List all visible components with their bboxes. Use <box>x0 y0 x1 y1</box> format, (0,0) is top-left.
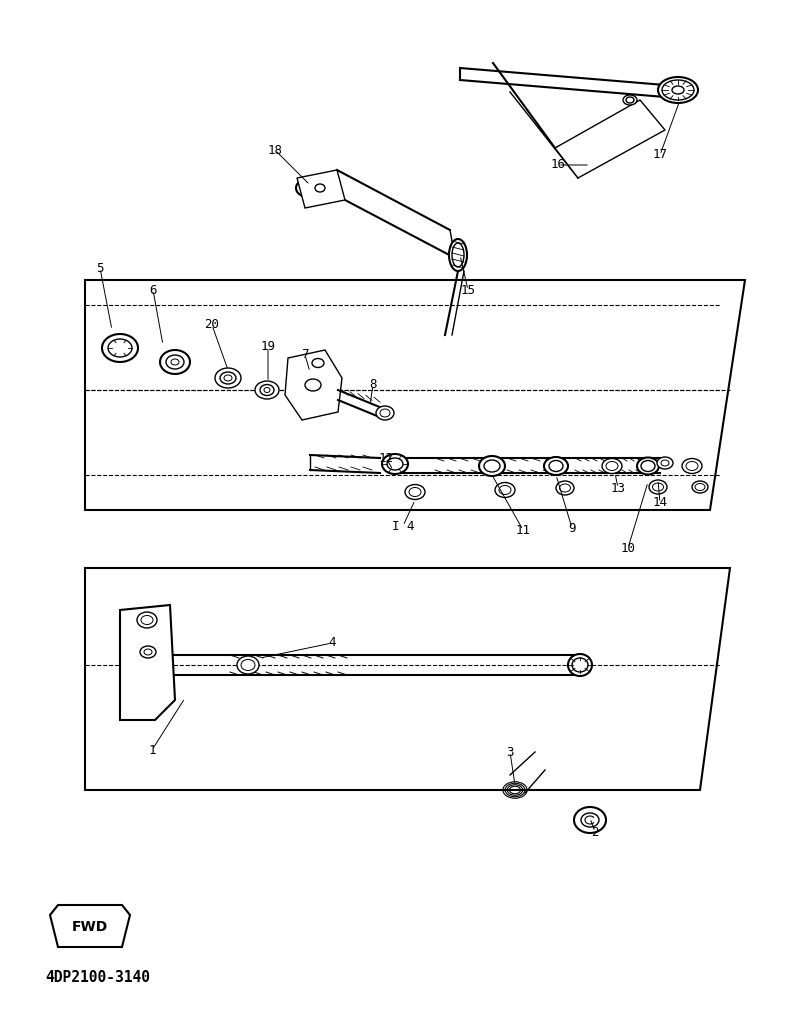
Ellipse shape <box>549 460 563 471</box>
Ellipse shape <box>682 459 702 473</box>
Ellipse shape <box>602 459 622 473</box>
Polygon shape <box>285 350 342 420</box>
Ellipse shape <box>662 80 694 100</box>
Ellipse shape <box>581 813 599 827</box>
Text: 9: 9 <box>568 522 576 535</box>
Ellipse shape <box>641 460 655 471</box>
Ellipse shape <box>637 458 659 474</box>
Ellipse shape <box>387 458 403 470</box>
Ellipse shape <box>484 460 500 472</box>
Ellipse shape <box>237 656 259 674</box>
Text: FWD: FWD <box>72 920 108 934</box>
Ellipse shape <box>649 480 667 494</box>
Ellipse shape <box>160 350 190 374</box>
Ellipse shape <box>686 461 698 470</box>
Ellipse shape <box>544 457 568 475</box>
Ellipse shape <box>672 86 684 94</box>
Ellipse shape <box>405 484 425 499</box>
Polygon shape <box>85 280 745 510</box>
Ellipse shape <box>574 807 606 833</box>
Ellipse shape <box>144 649 152 655</box>
Ellipse shape <box>606 461 618 470</box>
Ellipse shape <box>495 482 515 497</box>
Text: 14: 14 <box>653 496 667 510</box>
Ellipse shape <box>560 484 570 492</box>
Ellipse shape <box>108 339 132 357</box>
Text: 10: 10 <box>621 542 635 554</box>
Ellipse shape <box>312 359 324 368</box>
Ellipse shape <box>241 659 255 670</box>
Ellipse shape <box>449 239 467 271</box>
Ellipse shape <box>653 483 663 491</box>
Ellipse shape <box>140 646 156 658</box>
Ellipse shape <box>479 456 505 476</box>
Polygon shape <box>297 170 345 208</box>
Ellipse shape <box>568 654 592 676</box>
Text: 20: 20 <box>204 318 219 332</box>
Ellipse shape <box>301 183 315 193</box>
Ellipse shape <box>220 372 236 384</box>
Ellipse shape <box>305 379 321 391</box>
Ellipse shape <box>626 97 634 103</box>
Ellipse shape <box>556 481 574 495</box>
Text: 11: 11 <box>516 524 530 537</box>
Ellipse shape <box>657 457 673 469</box>
Ellipse shape <box>260 384 274 395</box>
Text: 13: 13 <box>610 481 626 494</box>
Ellipse shape <box>102 334 138 362</box>
Ellipse shape <box>141 616 153 625</box>
Text: 18: 18 <box>268 144 283 157</box>
Ellipse shape <box>623 95 637 105</box>
Text: 4DP2100-3140: 4DP2100-3140 <box>45 971 150 986</box>
Polygon shape <box>85 568 730 790</box>
Text: 4: 4 <box>328 637 336 649</box>
Ellipse shape <box>695 483 705 490</box>
Text: 16: 16 <box>550 159 566 172</box>
Text: 8: 8 <box>369 378 376 391</box>
Ellipse shape <box>382 454 408 474</box>
Ellipse shape <box>296 179 320 197</box>
Ellipse shape <box>380 409 390 417</box>
Text: 6: 6 <box>149 283 157 296</box>
Ellipse shape <box>215 368 241 388</box>
Ellipse shape <box>315 184 325 192</box>
Ellipse shape <box>499 485 511 494</box>
Ellipse shape <box>376 406 394 420</box>
Ellipse shape <box>255 381 279 399</box>
Ellipse shape <box>137 612 157 628</box>
Text: 2: 2 <box>591 826 599 838</box>
Ellipse shape <box>452 243 464 267</box>
Ellipse shape <box>166 355 184 369</box>
Ellipse shape <box>661 460 669 466</box>
Text: 12: 12 <box>379 452 393 464</box>
Polygon shape <box>555 100 665 178</box>
Text: 3: 3 <box>506 745 513 758</box>
Ellipse shape <box>692 481 708 493</box>
Ellipse shape <box>409 487 421 496</box>
Text: 1: 1 <box>148 743 155 756</box>
Ellipse shape <box>264 387 270 392</box>
Text: 15: 15 <box>461 283 476 296</box>
Text: I 4: I 4 <box>392 520 414 533</box>
Text: 5: 5 <box>96 262 104 275</box>
Ellipse shape <box>171 359 179 365</box>
Ellipse shape <box>224 375 232 381</box>
Text: 17: 17 <box>653 149 667 162</box>
Text: 7: 7 <box>301 349 308 362</box>
Polygon shape <box>50 905 130 947</box>
Ellipse shape <box>572 658 588 672</box>
Ellipse shape <box>658 77 698 103</box>
Text: 19: 19 <box>260 341 276 354</box>
Polygon shape <box>120 605 175 720</box>
